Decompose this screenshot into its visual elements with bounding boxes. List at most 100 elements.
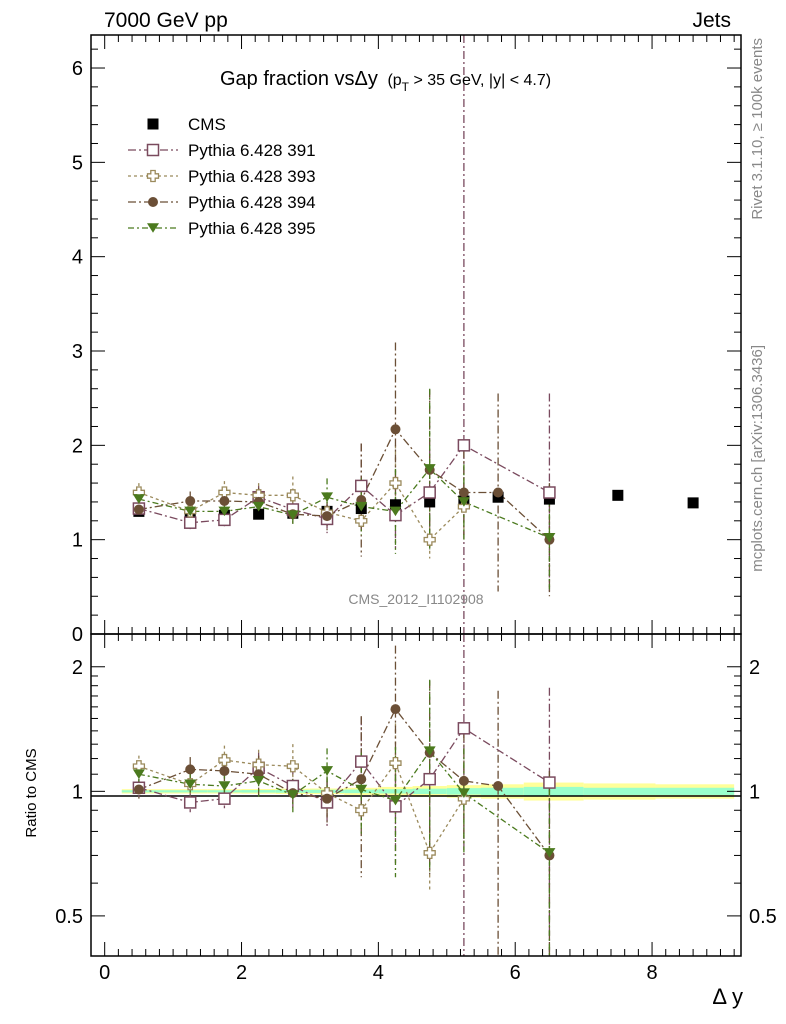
legend-label: Pythia 6.428 393 <box>188 167 316 186</box>
ratio-data-point <box>185 764 196 775</box>
ratio-data-point <box>493 781 504 792</box>
data-point <box>457 439 471 452</box>
legend-item: Pythia 6.428 394 <box>128 193 316 212</box>
x-axis-label: Δ y <box>712 984 743 1009</box>
legend-label: Pythia 6.428 394 <box>188 193 316 212</box>
data-point <box>389 476 402 490</box>
header-process: Jets <box>692 9 731 32</box>
data-point <box>355 501 368 512</box>
series-line <box>138 444 550 524</box>
data-point <box>286 489 299 502</box>
ratio-data-point <box>184 779 197 790</box>
data-point <box>423 533 436 546</box>
ratio-data-point <box>355 804 368 817</box>
ratio-data-point <box>389 756 402 770</box>
ratio-y-axis-label: Ratio to CMS <box>23 748 40 837</box>
data-point <box>185 495 196 506</box>
main-y-tick-label: 5 <box>72 152 83 174</box>
data-point <box>252 501 265 512</box>
data-point <box>390 424 401 435</box>
ratio-data-point <box>543 776 556 789</box>
ratio-data-point <box>356 774 367 785</box>
data-point <box>321 492 334 503</box>
legend: CMS Pythia 6.428 391 Pythia 6.428 393 Pythi… <box>128 115 316 238</box>
data-point <box>132 494 145 504</box>
data-point <box>183 516 197 529</box>
ratio-data-point <box>355 755 368 768</box>
main-y-tick-label: 0 <box>72 624 83 646</box>
ratio-series-line <box>138 707 550 856</box>
ratio-data-point <box>458 775 469 786</box>
ratio-plot-frame <box>90 633 742 957</box>
legend-marker <box>147 118 159 130</box>
ratio-data-point <box>423 846 436 860</box>
legend-item: Pythia 6.428 391 <box>128 141 316 160</box>
x-tick-label: 0 <box>99 962 110 984</box>
ratio-data-point <box>218 792 231 805</box>
ratio-data-point <box>543 848 556 858</box>
x-tick-label: 2 <box>236 962 247 984</box>
legend-label: CMS <box>188 115 226 134</box>
x-tick-label: 6 <box>510 962 521 984</box>
ratio-y-tick-label-right: 2 <box>749 657 760 679</box>
ratio-series-line <box>138 759 465 855</box>
chart-title-suffix: (p <box>387 72 401 89</box>
main-plot-panel: 0 1 2 3 4 5 6 CMS_2012_I1102908 Gap fraction v… <box>72 34 742 646</box>
data-point <box>458 487 469 498</box>
legend-marker <box>148 197 158 207</box>
main-y-tick-label: 1 <box>72 530 83 552</box>
legend-label: Pythia 6.428 395 <box>188 219 316 238</box>
series-line <box>138 467 550 539</box>
ratio-data-point <box>457 792 471 805</box>
ratio-y-tick-label: 2 <box>72 657 83 679</box>
data-point <box>423 486 436 499</box>
series-line <box>138 481 465 541</box>
data-point <box>493 487 504 498</box>
header-energy: 7000 GeV pp <box>104 9 228 32</box>
main-y-tick-label: 4 <box>72 247 83 269</box>
ratio-data-point <box>218 753 231 767</box>
data-point <box>389 506 402 517</box>
ratio-series-line <box>138 750 550 854</box>
ratio-data-point <box>133 784 144 795</box>
ratio-y-tick-label-right: 1 <box>749 781 760 803</box>
ratio-data-point <box>183 796 197 809</box>
data-point <box>133 504 144 515</box>
data-point <box>457 497 470 507</box>
legend-item: Pythia 6.428 393 <box>128 167 316 186</box>
ratio-data-point <box>132 769 145 780</box>
data-point <box>543 486 556 499</box>
chart-title-cuts: > 35 GeV, |y| < 4.7) <box>409 72 551 89</box>
ratio-y-tick-label-right: 0.5 <box>749 906 777 928</box>
data-point <box>389 499 401 511</box>
ratio-data-point <box>218 781 231 791</box>
ratio-y-tick-label: 0.5 <box>55 906 83 928</box>
data-point <box>543 493 555 505</box>
legend-label: Pythia 6.428 391 <box>188 141 316 160</box>
data-point <box>218 506 231 517</box>
ratio-data-point <box>390 704 401 715</box>
data-point <box>219 495 230 506</box>
analysis-watermark: CMS_2012_I1102908 <box>348 591 483 607</box>
series-line <box>138 428 550 541</box>
data-point <box>322 511 333 522</box>
data-point <box>543 532 556 543</box>
x-tick-label: 8 <box>646 962 657 984</box>
side-source-text: mcplots.cern.ch [arXiv:1306.3436] <box>749 345 766 572</box>
legend-marker <box>147 223 159 233</box>
legend-marker <box>146 169 160 183</box>
ratio-data-point <box>457 722 471 735</box>
chart-title: Gap fraction vsΔy (pT > 35 GeV, |y| < 4.… <box>220 68 551 94</box>
ratio-data-point <box>389 795 402 806</box>
ratio-data-point <box>423 772 436 786</box>
side-version-text: Rivet 3.1.10, ≥ 100k events <box>749 38 766 220</box>
legend-marker <box>146 143 160 157</box>
data-point <box>424 496 436 508</box>
chart-title-main: Gap fraction vsΔy <box>220 68 378 90</box>
data-point <box>286 510 299 520</box>
ratio-data-point <box>286 790 299 800</box>
ratio-data-point <box>219 765 230 776</box>
data-point <box>355 514 368 527</box>
data-point <box>687 497 699 509</box>
